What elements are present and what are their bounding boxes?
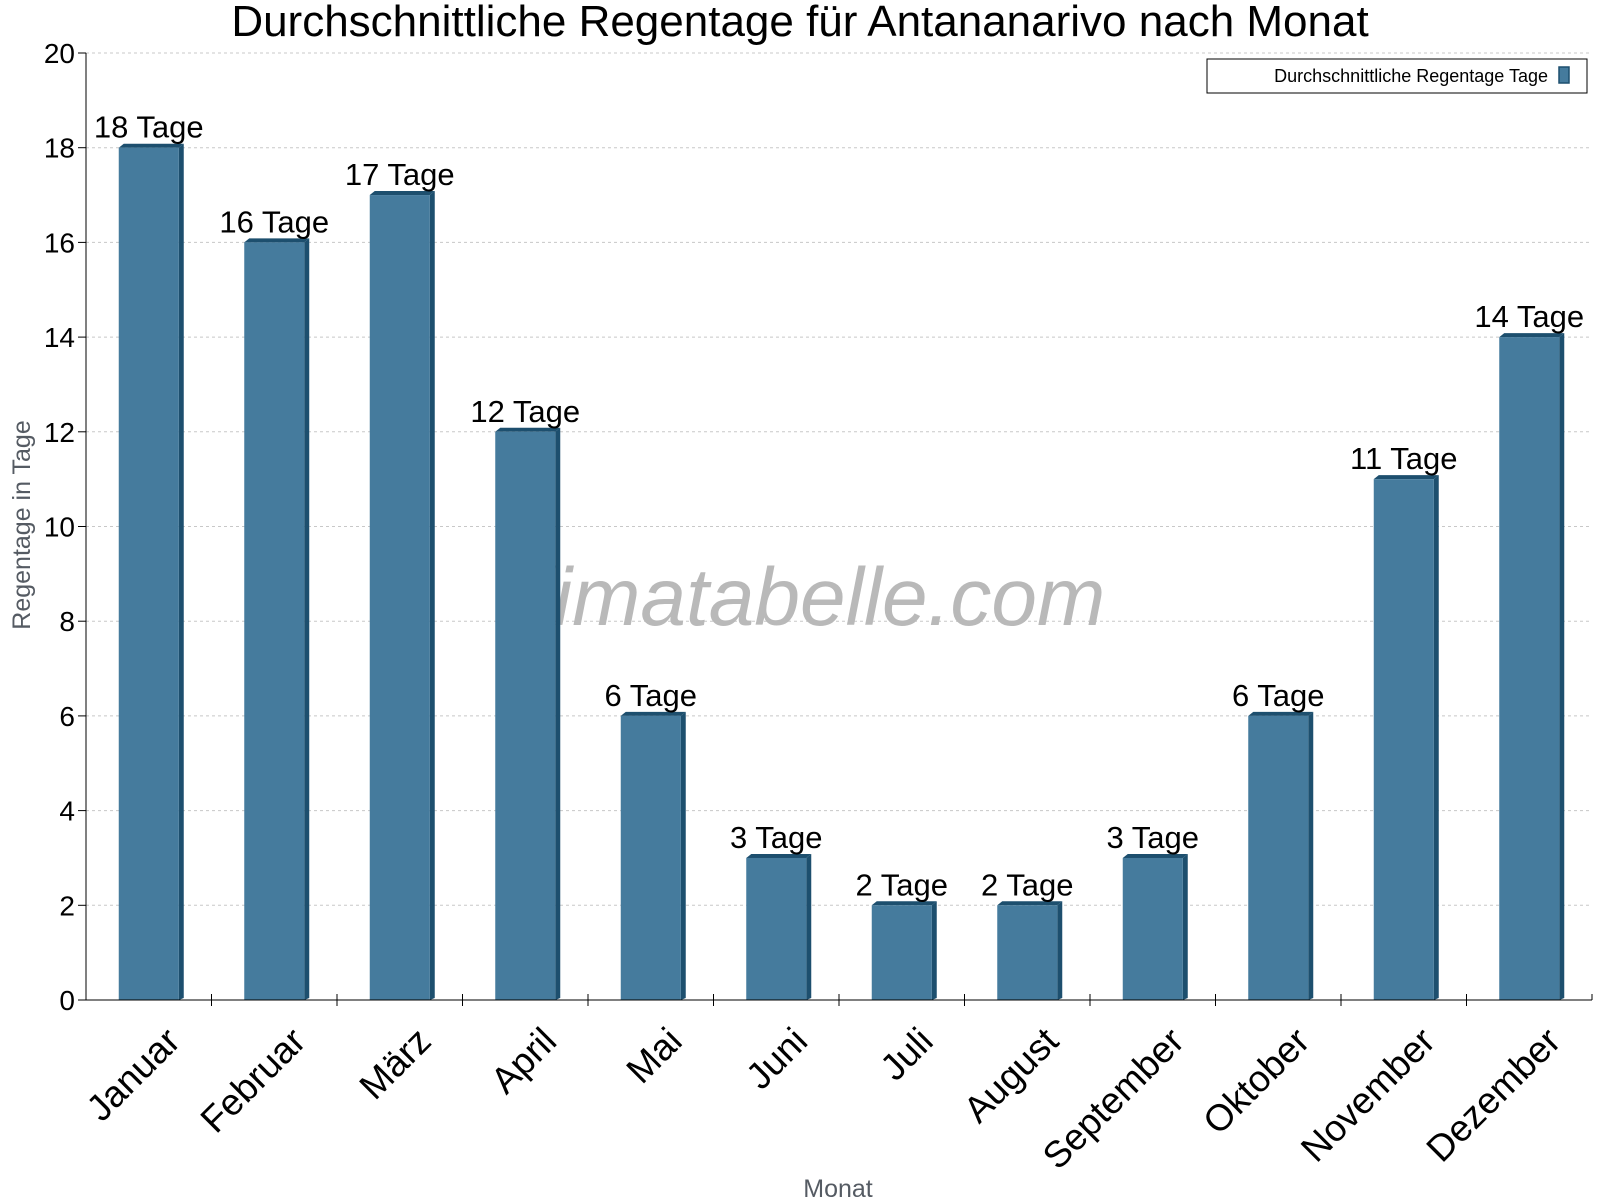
bar-side	[1057, 901, 1063, 1000]
bar	[1248, 715, 1309, 1000]
y-tick-label: 12	[44, 417, 75, 448]
data-label: 14 Tage	[1474, 299, 1584, 334]
data-label: 2 Tage	[981, 867, 1074, 902]
bar-side	[1433, 475, 1439, 1000]
bar-top	[871, 901, 937, 906]
bar-side	[429, 191, 435, 1001]
bar	[1499, 337, 1560, 1001]
x-axis-title: Monat	[803, 1175, 873, 1200]
data-label: 16 Tage	[219, 204, 329, 239]
y-axis-title: Regentage in Tage	[8, 420, 36, 629]
bar-top	[495, 427, 561, 432]
bars	[118, 143, 1565, 1001]
bar	[369, 195, 430, 1001]
bar-side	[178, 143, 184, 1000]
bar	[244, 242, 305, 1000]
data-label: 2 Tage	[855, 867, 948, 902]
bar-top	[1499, 333, 1565, 338]
bar-side	[1559, 333, 1565, 1001]
bar	[620, 715, 681, 1000]
bar	[997, 905, 1058, 1000]
data-labels: 18 Tage 16 Tage 17 Tage 12 Tage 6 Tage 3 Tage…	[94, 110, 1584, 903]
bar-top	[620, 711, 686, 716]
x-tick-label: Juni	[738, 1020, 815, 1097]
legend: Durchschnittliche Regentage Tage	[1206, 58, 1588, 94]
bar-side	[555, 427, 561, 1000]
legend-label: Durchschnittliche Regentage Tage	[1274, 66, 1548, 86]
bar-top	[244, 238, 310, 243]
bar-top	[746, 853, 812, 858]
x-tick-label: Januar	[79, 1020, 188, 1129]
x-tick-label: August	[956, 1019, 1067, 1130]
x-tick-label: März	[352, 1020, 439, 1107]
x-tick-label: November	[1293, 1020, 1443, 1170]
bar-side	[304, 238, 310, 1000]
watermark: klimatabelle.com	[495, 552, 1106, 643]
bar-side	[1182, 853, 1188, 1000]
x-tick-label: Februar	[193, 1020, 314, 1141]
bar-top	[369, 191, 435, 196]
bar-side	[806, 853, 812, 1000]
bar-top	[1122, 853, 1188, 858]
grid-lines	[86, 52, 1592, 906]
x-tick-label: Mai	[619, 1020, 690, 1091]
data-label: 6 Tage	[1232, 678, 1325, 713]
bar	[1122, 857, 1183, 1000]
x-tick-label: Oktober	[1195, 1020, 1317, 1142]
data-label: 18 Tage	[94, 110, 204, 145]
y-tick-label: 0	[59, 985, 75, 1016]
y-tick-label: 20	[44, 38, 75, 69]
x-tick-label: Juli	[872, 1020, 940, 1088]
bar-top	[118, 143, 184, 148]
bar-side	[1308, 711, 1314, 1000]
bar-top	[1373, 475, 1439, 480]
y-tick-label: 16	[44, 227, 75, 258]
y-tick-label: 18	[44, 133, 75, 164]
legend-swatch	[1558, 66, 1570, 84]
y-tick-label: 8	[59, 606, 75, 637]
bar-top	[997, 901, 1063, 906]
bar-top	[1248, 711, 1314, 716]
bar-side	[680, 711, 686, 1000]
bar	[746, 857, 807, 1000]
y-tick-label: 14	[44, 322, 75, 353]
bar-side	[931, 901, 937, 1000]
bar	[495, 431, 556, 1000]
data-label: 12 Tage	[470, 394, 580, 429]
y-tick-label: 4	[59, 796, 75, 827]
y-tick-label: 2	[59, 890, 75, 921]
data-label: 11 Tage	[1350, 441, 1457, 476]
bar	[118, 147, 179, 1000]
data-label: 3 Tage	[1106, 820, 1199, 855]
bar	[1373, 479, 1434, 1000]
x-tick-label: Dezember	[1419, 1020, 1569, 1170]
legend-box	[1206, 58, 1588, 94]
y-tick-label: 6	[59, 701, 75, 732]
data-label: 17 Tage	[345, 157, 455, 192]
x-tick-label: April	[483, 1020, 564, 1101]
bar	[871, 905, 932, 1000]
data-label: 3 Tage	[730, 820, 823, 855]
chart-title: Durchschnittliche Regentage für Antanana…	[231, 0, 1368, 46]
y-tick-label: 10	[44, 512, 75, 543]
data-label: 6 Tage	[604, 678, 697, 713]
